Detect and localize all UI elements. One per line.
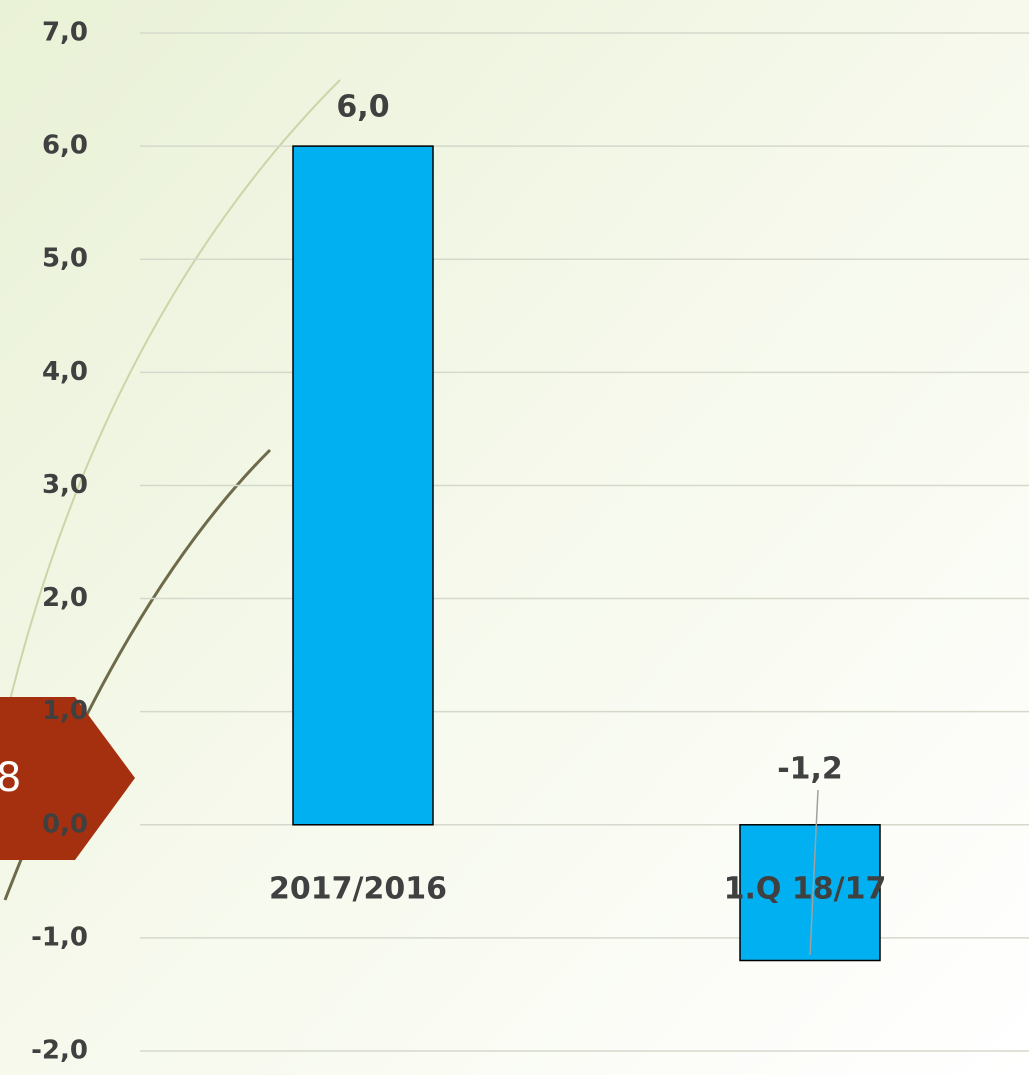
y-tick-label: 5,0 [42,244,88,274]
y-tick-label: 7,0 [42,18,88,48]
y-tick-label: -2,0 [31,1036,88,1066]
bar [739,824,881,962]
y-tick-label: 6,0 [42,131,88,161]
y-tick-label: 0,0 [42,809,88,839]
data-label: -1,2 [777,751,843,786]
leader-line [809,789,819,956]
x-tick-label: 1.Q 18/17 [724,871,887,906]
y-tick-label: -1,0 [31,922,88,952]
slide-number-badge [0,697,135,860]
labels: -2,0 -1,0 0,0 1,0 2,0 3,0 4,0 5,0 6,0 7,0 2017/201… [31,18,886,1066]
x-tick-label: 2017/2016 [269,871,447,906]
slide-number: 8 [0,755,21,801]
y-tick-label: 4,0 [42,357,88,387]
decor-curve [9,79,341,701]
y-tick-label: 1,0 [42,696,88,726]
data-label: 6,0 [336,90,389,125]
bar [292,145,434,826]
y-tick-label: 2,0 [42,583,88,613]
plot [140,32,1029,1052]
y-tick-label: 3,0 [42,470,88,500]
